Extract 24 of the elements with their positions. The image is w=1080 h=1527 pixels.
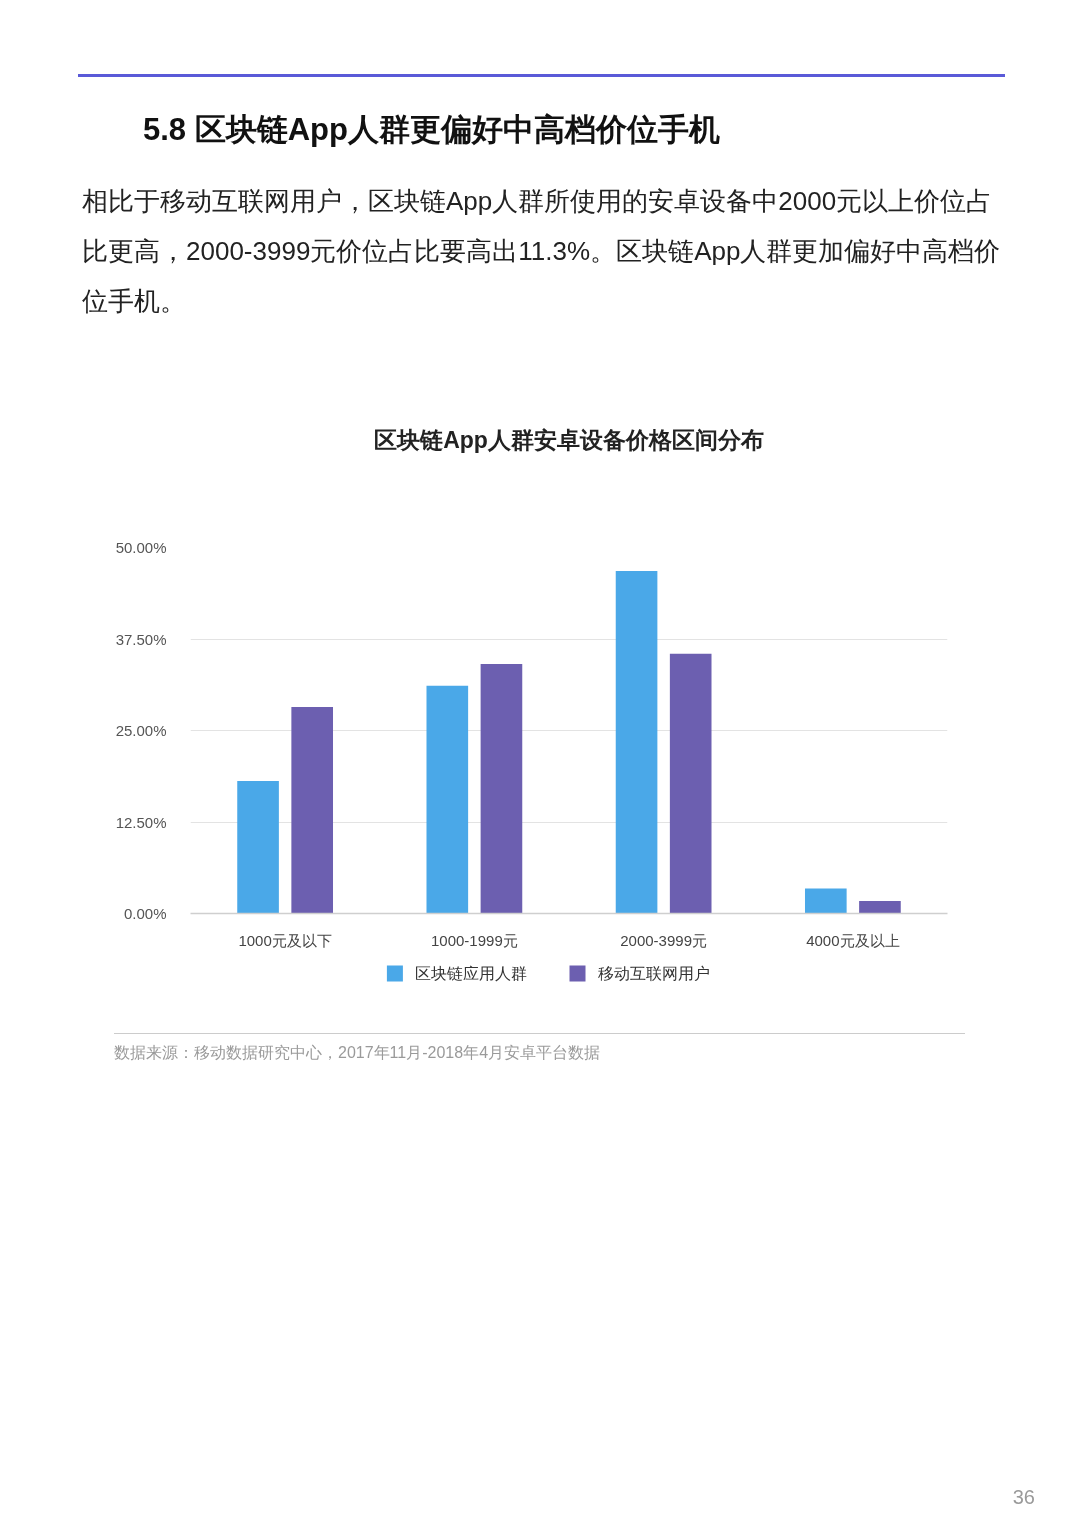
- bar: [804, 888, 847, 914]
- bar: [859, 901, 901, 914]
- y-tick-label: 50.00%: [115, 539, 167, 556]
- x-tick-label: 2000-3999元: [620, 931, 707, 949]
- bar: [426, 685, 469, 914]
- bar: [669, 653, 712, 914]
- text: 5.8 区块链App人群更偏好中高档价位手机: [143, 111, 720, 149]
- y-tick-label: 25.00%: [115, 722, 167, 739]
- x-tick-label: 1000-1999元: [431, 931, 518, 949]
- x-tick-label: 4000元及以上: [806, 931, 900, 949]
- chart-title: 区块链App人群安卓设备价格区间分布: [374, 426, 764, 453]
- text: 36: [1012, 1485, 1035, 1510]
- legend-label: 区块链应用人群: [414, 965, 527, 982]
- source-note: 数据来源：移动数据研究中心，2017年11月-2018年4月安卓平台数据: [114, 1043, 601, 1063]
- bar: [615, 570, 658, 914]
- bar: [291, 707, 334, 914]
- y-tick-label: 37.50%: [115, 630, 167, 648]
- x-tick-label: 1000元及以下: [238, 931, 332, 949]
- bar: [480, 663, 523, 914]
- y-tick-label: 12.50%: [115, 813, 167, 831]
- y-tick-label: 0.00%: [123, 905, 167, 922]
- bar: [237, 781, 279, 914]
- text: 相比于移动互联网用户，区块链App人群所使用的安卓设备中2000元以上价位占比更高，2000-3999元价位占比要高出11.3%。区块链App人群更加偏好中高档价位手机。: [82, 185, 1002, 318]
- legend-label: 移动互联网用户: [597, 965, 710, 982]
